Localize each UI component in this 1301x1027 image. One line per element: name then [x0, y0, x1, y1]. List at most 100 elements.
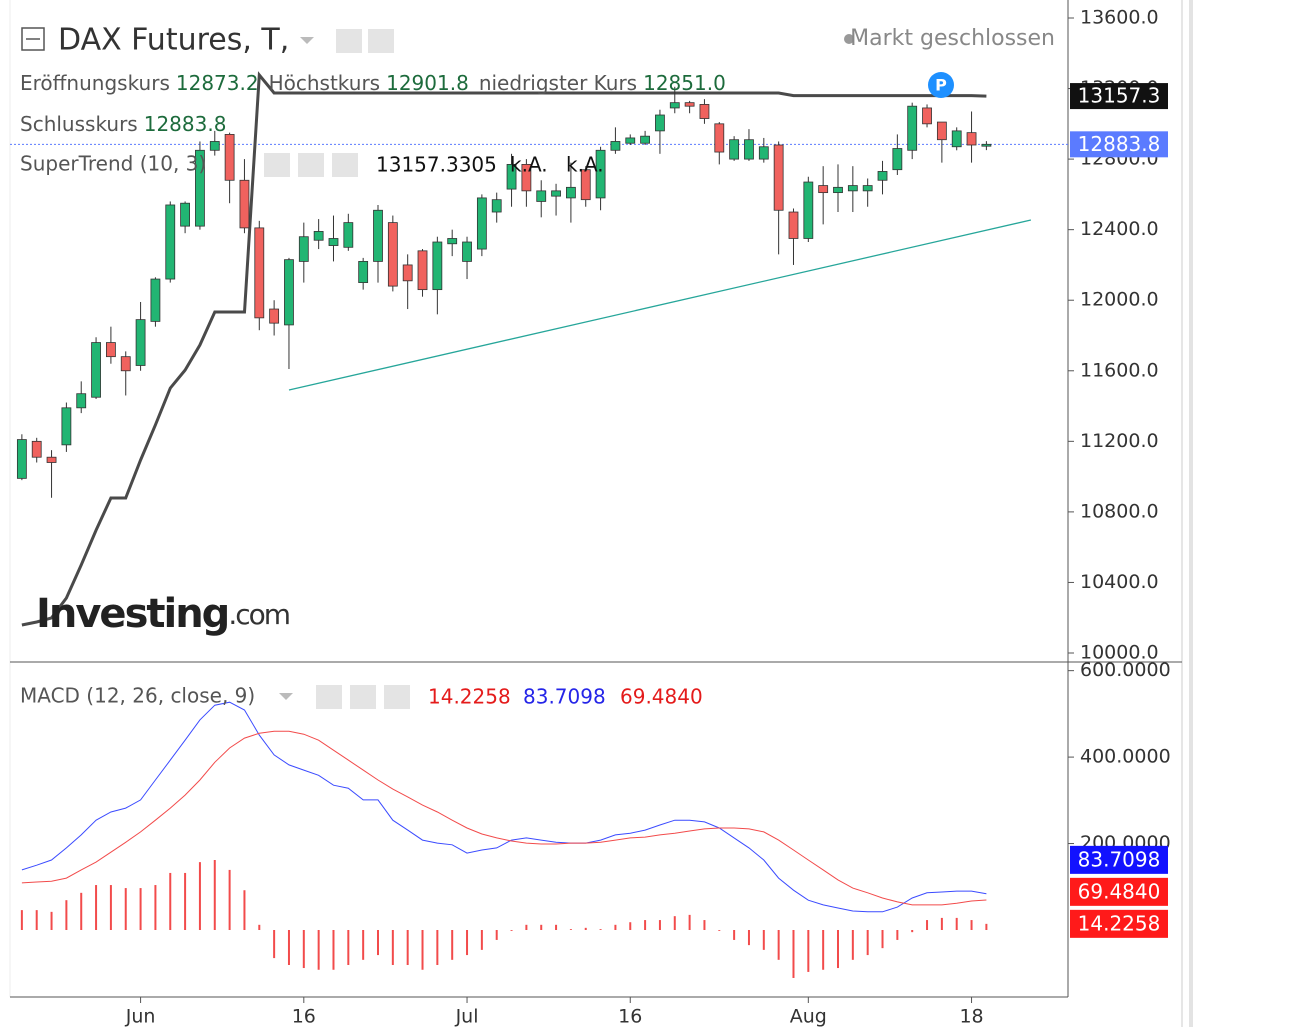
candle-body — [387, 222, 398, 287]
candle-body — [224, 134, 235, 181]
candle-body — [818, 185, 829, 194]
candle-body — [669, 102, 680, 109]
open-value: 12873.2 — [176, 71, 259, 95]
candle-body — [284, 259, 294, 326]
settings-button[interactable] — [368, 29, 394, 53]
candle-body — [981, 143, 992, 147]
candle-body — [447, 238, 458, 245]
visibility-button[interactable] — [264, 153, 290, 177]
ohlc-row: Eröffnungskurs 12873.2 Höchstkurs 12901.8 ni… — [20, 71, 726, 95]
candle-body — [521, 163, 532, 192]
supertrend-na: k.A. — [510, 153, 548, 177]
settings-button[interactable] — [298, 153, 324, 177]
x-tick-label: Aug — [790, 1006, 827, 1027]
dropdown-icon[interactable] — [279, 693, 293, 700]
candle-body — [506, 163, 517, 190]
macd-tag — [1070, 845, 1168, 874]
signal-line — [21, 730, 987, 906]
candle-body — [76, 393, 87, 409]
candle-body — [922, 107, 932, 125]
price-tag-label: 13157.3 — [1078, 84, 1161, 108]
x-tick-label: Jun — [125, 1006, 156, 1027]
collapse-button[interactable] — [21, 27, 45, 51]
candle-body — [536, 190, 547, 202]
close-label: Schlusskurs — [20, 112, 138, 136]
candle-body — [402, 264, 413, 282]
header: DAX Futures, T, Markt geschlossen Eröffn… — [20, 23, 1055, 709]
supertrend-label: SuperTrend (10, 3) — [20, 152, 206, 176]
marker-letter: P — [935, 76, 947, 95]
signal-value: 69.4840 — [620, 685, 703, 709]
macd-value: 83.7098 — [523, 685, 606, 709]
remove-button[interactable] — [384, 685, 410, 709]
x-tick-label: 16 — [618, 1006, 642, 1027]
logo-main: Investing — [36, 591, 228, 637]
y-tick-label: 11200.0 — [1080, 430, 1159, 452]
y-tick-label: 10800.0 — [1080, 500, 1159, 522]
candle-body — [566, 186, 576, 199]
macd-label: MACD (12, 26, close, 9) — [20, 684, 255, 708]
candle-body — [328, 238, 339, 246]
candle-body — [684, 102, 695, 107]
visibility-button[interactable] — [316, 685, 342, 709]
settings-button[interactable] — [350, 685, 376, 709]
candle-body — [877, 171, 888, 181]
macd-line — [21, 701, 987, 913]
candle-body — [491, 199, 502, 213]
candle-body — [165, 204, 176, 280]
x-tick-label: Jul — [455, 1006, 479, 1027]
candle-body — [135, 319, 146, 366]
close-row: Schlusskurs 12883.8 — [20, 112, 226, 136]
plot: 10000.0 10400.0 10800.0 11200.0 11600.0 12000… — [10, 6, 1171, 1027]
candle-body — [803, 181, 814, 239]
low-label: niedrigster Kurs — [479, 71, 637, 95]
y-tick-label: 600.0000 — [1080, 659, 1171, 681]
candle-body — [655, 114, 665, 132]
candle-body — [462, 241, 472, 262]
candle-body — [373, 209, 383, 262]
candle-body — [120, 356, 131, 372]
logo-suffix: .com — [228, 598, 289, 631]
candle-body — [343, 222, 354, 248]
candle-body — [640, 135, 650, 144]
close-value: 12883.8 — [144, 112, 227, 136]
candle-body — [847, 185, 858, 192]
visibility-button[interactable] — [336, 29, 362, 53]
candle-body — [907, 105, 918, 151]
macd-tag-label: 69.4840 — [1078, 879, 1161, 903]
candle-body — [833, 186, 843, 194]
high-label: Höchstkurs — [269, 71, 381, 95]
candle-body — [580, 169, 591, 201]
candle-body — [966, 132, 977, 146]
x-tick-label: 16 — [292, 1006, 316, 1027]
low-value: 12851.0 — [643, 71, 726, 95]
price-tag — [1070, 83, 1168, 110]
y-tick-label: 12400.0 — [1080, 218, 1159, 240]
y-tick-label: 10400.0 — [1080, 571, 1159, 593]
open-label: Eröffnungskurs — [20, 71, 170, 95]
candle-body — [254, 227, 265, 319]
candle-body — [862, 185, 873, 192]
candle-body — [195, 149, 205, 227]
candle-body — [61, 407, 72, 446]
remove-button[interactable] — [332, 153, 358, 177]
y-tick-label: 400.0000 — [1080, 746, 1171, 768]
candle-body — [951, 130, 962, 148]
candle-body — [758, 146, 769, 160]
candle-body — [551, 190, 561, 197]
marker-icon[interactable] — [928, 72, 954, 98]
macd-tag-label: 14.2258 — [1078, 911, 1161, 935]
candle-body — [91, 342, 101, 398]
candle-body — [298, 236, 309, 262]
y-tick-label: 11600.0 — [1080, 359, 1159, 381]
dropdown-icon[interactable] — [300, 37, 314, 44]
candle-body — [788, 211, 799, 239]
candle-body — [595, 149, 606, 199]
y-tick-label: 13600.0 — [1080, 6, 1159, 28]
candle-body — [180, 202, 190, 227]
candle-body — [773, 144, 784, 211]
candle-body — [313, 231, 324, 241]
candle-body — [31, 440, 42, 458]
candle-body — [610, 141, 621, 151]
